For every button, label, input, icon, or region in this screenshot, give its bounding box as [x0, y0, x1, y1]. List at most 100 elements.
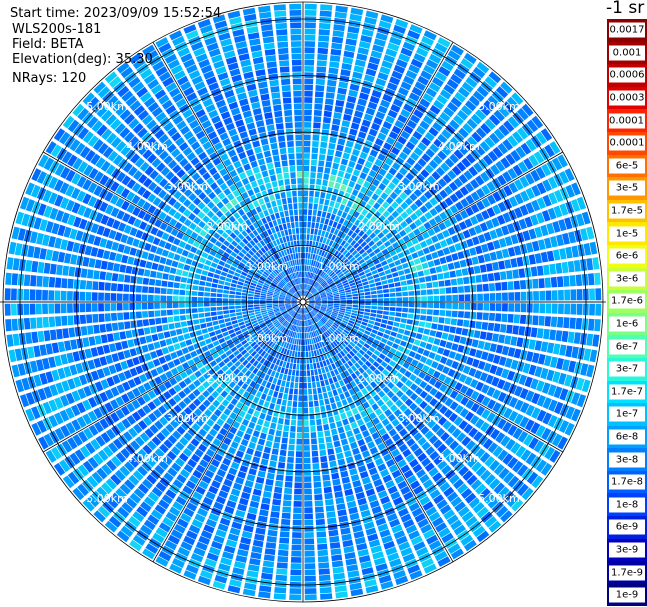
heat-cell — [55, 382, 65, 394]
heat-cell — [274, 337, 279, 344]
heat-cell — [282, 320, 288, 326]
heat-cell — [264, 374, 270, 381]
heat-cell — [316, 314, 321, 320]
heat-cell — [194, 448, 204, 458]
heat-cell — [343, 227, 350, 234]
heat-cell — [473, 330, 481, 339]
heat-cell — [519, 243, 528, 255]
heat-cell — [304, 320, 306, 327]
heat-cell — [289, 290, 294, 295]
heat-cell — [346, 306, 352, 310]
heat-cell — [364, 160, 373, 169]
heat-cell — [166, 288, 173, 295]
heat-cell — [481, 351, 489, 361]
heat-cell — [292, 519, 302, 526]
heat-cell — [136, 276, 143, 285]
heat-cell — [339, 132, 347, 140]
heat-cell — [348, 208, 356, 216]
heat-cell — [439, 288, 446, 294]
heat-cell — [143, 269, 151, 277]
heat-cell — [236, 430, 244, 438]
heat-cell — [256, 355, 263, 362]
heat-cell — [357, 214, 365, 221]
heat-cell — [167, 251, 175, 259]
heat-cell — [295, 376, 299, 383]
heat-cell — [118, 372, 127, 382]
heat-cell — [129, 311, 136, 320]
heat-cell — [512, 131, 524, 144]
heat-cell — [447, 262, 455, 270]
heat-cell — [465, 194, 475, 205]
heat-cell — [67, 315, 74, 326]
heat-cell — [423, 374, 432, 383]
heat-cell — [319, 574, 331, 582]
heat-cell — [212, 340, 220, 347]
heat-cell — [267, 529, 278, 537]
heat-cell — [387, 443, 397, 452]
heat-cell — [475, 127, 487, 139]
heat-cell — [118, 222, 127, 232]
heat-cell — [110, 283, 118, 292]
heat-cell — [547, 415, 558, 428]
heat-cell — [407, 313, 414, 319]
heat-cell — [278, 339, 283, 346]
heat-cell — [165, 370, 174, 379]
heat-cell — [77, 204, 87, 216]
heat-cell — [306, 306, 311, 312]
heat-cell — [367, 155, 376, 163]
heat-cell — [68, 327, 76, 338]
heat-cell — [544, 446, 555, 460]
heat-cell — [350, 372, 358, 380]
heat-cell — [310, 318, 314, 325]
heat-cell — [242, 289, 249, 293]
heat-cell — [516, 337, 524, 348]
heat-cell — [313, 324, 317, 330]
heat-cell — [322, 325, 328, 331]
heat-cell — [329, 396, 335, 404]
heat-cell — [306, 306, 311, 312]
heat-cell — [271, 271, 277, 277]
heat-cell — [391, 201, 399, 209]
heat-cell — [202, 390, 210, 398]
heat-cell — [205, 518, 217, 528]
heat-cell — [533, 303, 539, 313]
heat-cell — [223, 408, 232, 416]
heat-cell — [298, 307, 301, 314]
heat-cell — [27, 346, 35, 359]
heat-cell — [438, 66, 451, 77]
heat-cell — [290, 419, 297, 426]
heat-cell — [222, 298, 229, 302]
heat-cell — [197, 297, 204, 302]
heat-cell — [458, 127, 469, 139]
heat-cell — [42, 401, 52, 415]
heat-cell — [510, 442, 521, 455]
heat-cell — [442, 174, 452, 184]
heat-cell — [446, 491, 459, 503]
heat-cell — [459, 385, 469, 395]
heat-cell — [361, 450, 371, 458]
heat-cell — [290, 569, 302, 576]
heat-cell — [93, 270, 100, 280]
heat-cell — [121, 502, 134, 514]
heat-cell — [285, 305, 292, 308]
heat-cell — [382, 201, 390, 209]
heat-cell — [170, 529, 183, 540]
heat-cell — [417, 142, 428, 152]
heat-cell — [305, 277, 307, 284]
heat-cell — [235, 476, 245, 485]
heat-cell — [267, 310, 274, 314]
heat-cell — [326, 245, 331, 252]
heat-cell — [311, 350, 315, 357]
heat-cell — [168, 208, 177, 217]
heat-cell — [562, 232, 570, 245]
heat-cell — [175, 457, 185, 467]
heat-cell — [299, 382, 303, 389]
heat-cell — [331, 241, 337, 248]
heat-cell — [253, 297, 260, 300]
heat-cell — [318, 29, 330, 36]
heat-cell — [270, 342, 276, 349]
heat-cell — [485, 263, 493, 272]
heat-cell — [168, 408, 178, 418]
heat-cell — [339, 293, 346, 296]
heat-cell — [128, 474, 140, 486]
